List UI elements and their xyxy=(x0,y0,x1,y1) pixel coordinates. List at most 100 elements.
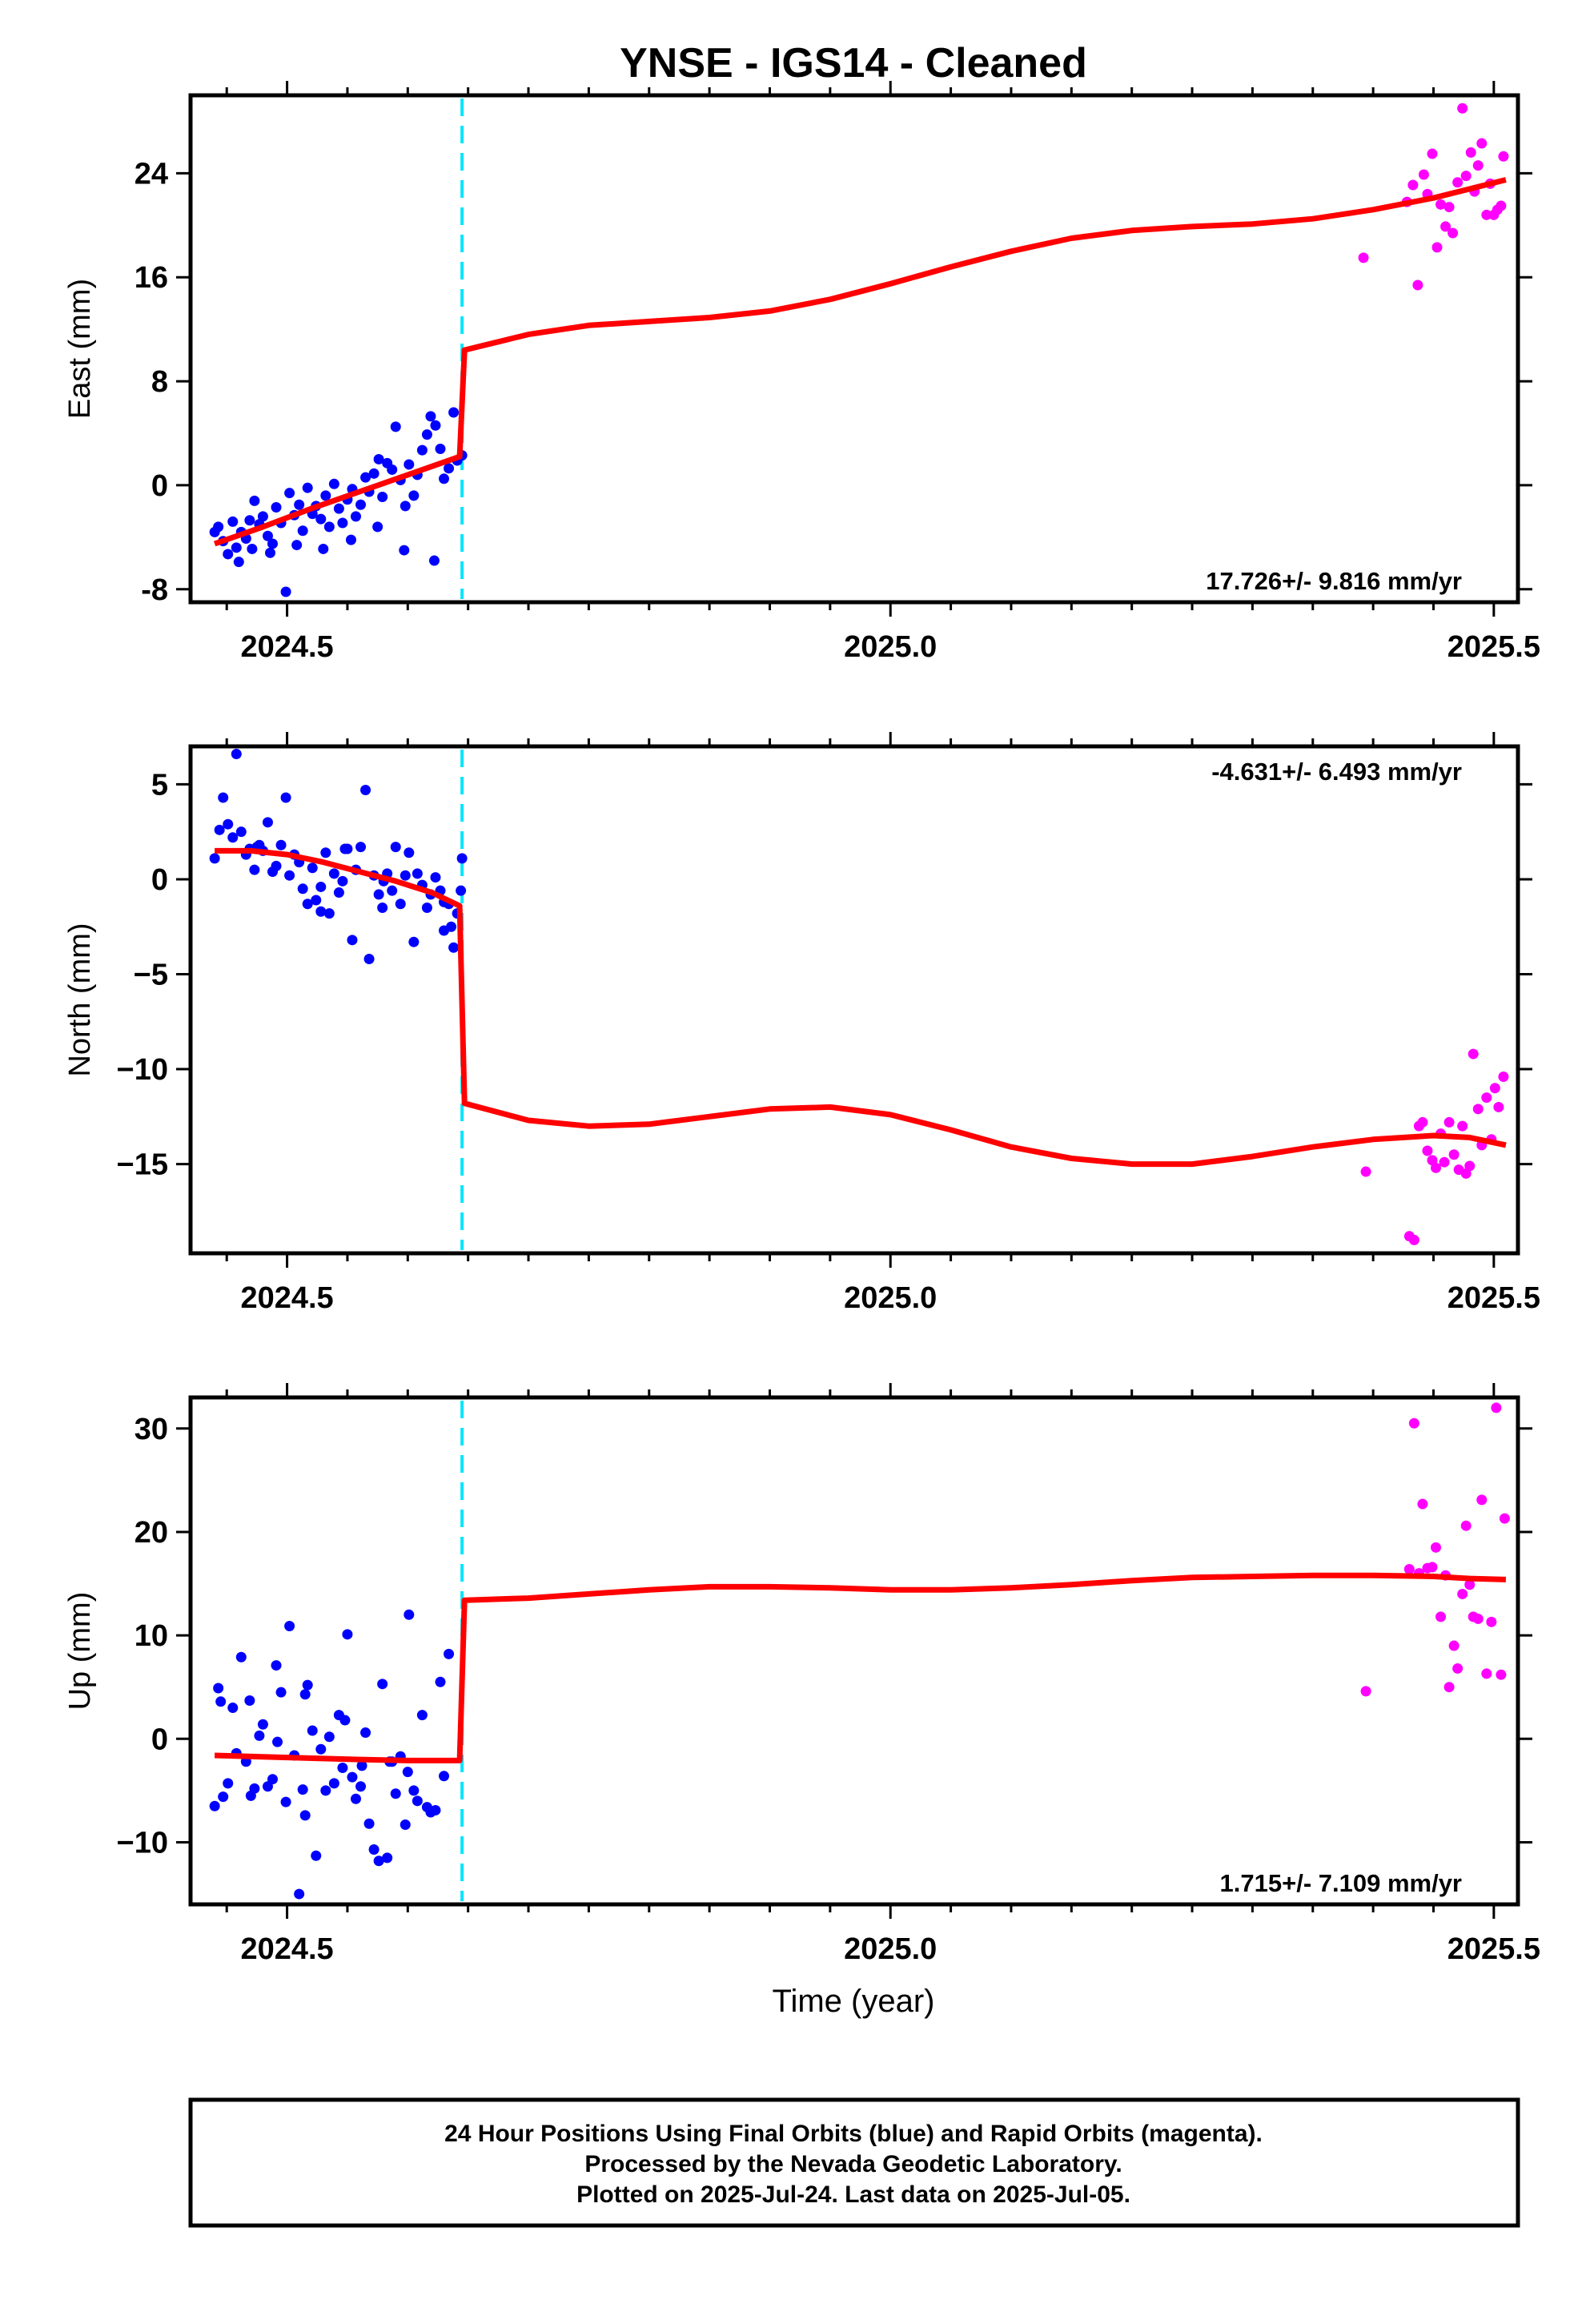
rapid-orbit-point xyxy=(1496,200,1507,211)
plot-frame xyxy=(188,744,1520,1256)
rapid-orbit-point xyxy=(1431,1162,1442,1173)
final-orbit-point xyxy=(373,1856,384,1867)
final-orbit-point xyxy=(339,1715,351,1726)
rapid-orbit-point xyxy=(1472,1104,1484,1115)
final-orbit-point xyxy=(294,499,305,510)
final-orbit-point xyxy=(355,499,367,510)
final-orbit-point xyxy=(404,459,415,470)
final-orbit-point xyxy=(307,1725,318,1736)
final-orbit-point xyxy=(280,792,291,803)
rapid-orbit-point xyxy=(1435,199,1447,210)
final-orbit-point xyxy=(299,1689,311,1700)
rapid-orbit-point xyxy=(1476,138,1488,149)
final-orbit-point xyxy=(231,748,242,759)
final-orbit-point xyxy=(311,1850,322,1861)
rapid-orbit-point xyxy=(1481,1092,1492,1104)
final-orbit-point xyxy=(446,921,457,932)
final-orbit-point xyxy=(223,549,234,560)
model-fit-curve xyxy=(213,177,1507,547)
final-orbit-point xyxy=(448,942,460,953)
final-orbit-point xyxy=(337,1762,348,1773)
final-orbit-point xyxy=(328,478,339,489)
final-orbit-point xyxy=(456,853,468,864)
rapid-orbit-point xyxy=(1360,1686,1371,1697)
final-orbit-point xyxy=(360,472,371,483)
final-orbit-point xyxy=(328,868,339,879)
final-orbit-point xyxy=(430,1804,441,1815)
rapid-orbit-point xyxy=(1481,209,1492,220)
final-orbit-point xyxy=(284,488,295,499)
rapid-orbit-point xyxy=(1493,1101,1504,1112)
final-orbit-point xyxy=(257,1719,268,1730)
final-orbit-point xyxy=(377,492,388,503)
final-orbit-point xyxy=(302,482,313,493)
final-orbit-point xyxy=(218,792,229,803)
y-axis-label-up: Up (mm) xyxy=(63,1592,97,1711)
rapid-orbit-point xyxy=(1457,103,1468,114)
rapid-orbit-point xyxy=(1435,1611,1447,1622)
rapid-orbit-point xyxy=(1481,1668,1492,1679)
rapid-orbit-point xyxy=(1489,1083,1500,1094)
x-tick-label: 2025.5 xyxy=(1447,1281,1540,1315)
final-orbit-point xyxy=(299,1810,311,1821)
y-tick-label: −15 xyxy=(117,1148,168,1182)
y-tick-label: −10 xyxy=(117,1053,168,1087)
final-orbit-point xyxy=(218,1791,229,1803)
final-orbit-point xyxy=(402,1767,413,1778)
final-orbit-point xyxy=(404,1609,415,1620)
final-orbit-point xyxy=(363,954,375,965)
final-orbit-point xyxy=(356,1760,367,1771)
rapid-orbit-point xyxy=(1418,169,1429,180)
rapid-orbit-point xyxy=(1486,1616,1497,1627)
y-tick-label: 8 xyxy=(151,365,168,399)
final-orbit-point xyxy=(390,421,401,432)
final-orbit-point xyxy=(390,842,401,853)
final-orbit-point xyxy=(347,935,358,946)
final-orbit-point xyxy=(360,1727,371,1739)
rapid-orbit-point xyxy=(1491,1402,1502,1413)
rapid-orbit-point xyxy=(1443,1682,1455,1693)
final-orbit-point xyxy=(264,547,275,558)
y-tick-label: 5 xyxy=(151,768,168,802)
rapid-orbit-point xyxy=(1460,1520,1472,1531)
final-orbit-point xyxy=(271,1660,282,1671)
y-tick-label: 0 xyxy=(151,863,168,897)
plot-frame xyxy=(188,1395,1520,1907)
final-orbit-point xyxy=(400,501,411,512)
rapid-orbit-point xyxy=(1431,242,1443,253)
final-orbit-point xyxy=(257,511,268,522)
y-tick-label: 16 xyxy=(135,261,168,295)
final-orbit-point xyxy=(337,517,348,529)
final-orbit-point xyxy=(363,1818,375,1829)
final-orbit-point xyxy=(373,889,384,900)
final-orbit-point xyxy=(213,1683,224,1694)
model-fit-curve xyxy=(215,847,1507,1168)
footer-line-3: Plotted on 2025-Jul-24. Last data on 202… xyxy=(576,2181,1130,2208)
y-tick-label: 0 xyxy=(151,1723,168,1756)
rapid-orbit-point xyxy=(1499,1513,1510,1524)
final-orbit-point xyxy=(368,1844,379,1856)
final-orbit-point xyxy=(421,429,432,440)
final-orbit-point xyxy=(247,543,258,554)
final-orbit-point xyxy=(430,420,441,431)
panel-east: East (mm) -8 0 8 16 24 2024.5 2025.0 2025.5 17.72… xyxy=(63,81,1540,664)
final-orbit-point xyxy=(400,870,411,881)
final-orbit-point xyxy=(215,1696,227,1707)
rapid-orbit-point xyxy=(1408,1234,1419,1245)
rapid-orbit-point xyxy=(1412,279,1423,291)
y-tick-label: -8 xyxy=(141,573,168,607)
final-orbit-point xyxy=(235,1651,247,1663)
final-orbit-point xyxy=(291,540,303,551)
data-points-north xyxy=(209,748,1509,1245)
final-orbit-point xyxy=(377,1679,388,1690)
final-orbit-point xyxy=(249,864,260,875)
final-orbit-point xyxy=(355,842,367,853)
x-tick-label: 2024.5 xyxy=(240,630,333,664)
rapid-orbit-point xyxy=(1498,151,1509,162)
x-tick-label: 2025.0 xyxy=(844,1932,937,1966)
rapid-orbit-point xyxy=(1408,1417,1419,1429)
y-axis-label-east: East (mm) xyxy=(63,279,97,419)
final-orbit-point xyxy=(275,1687,287,1698)
y-tick-label: 20 xyxy=(135,1516,168,1550)
rapid-orbit-point xyxy=(1422,1145,1433,1156)
